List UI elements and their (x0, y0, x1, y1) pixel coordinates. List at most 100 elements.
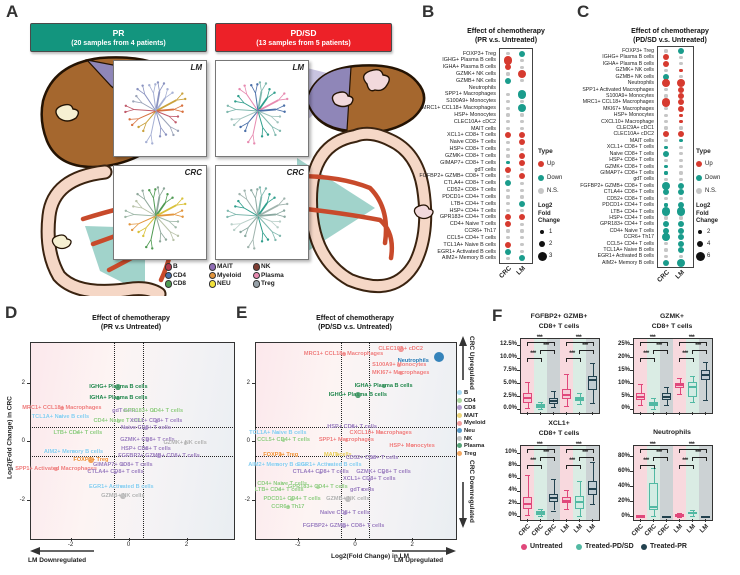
panelF-xtick (704, 519, 706, 522)
panelF-sig-bracket (578, 456, 594, 461)
panelF-sig-stars: *** (656, 343, 662, 349)
panelC-dot-crc (664, 49, 668, 53)
panelB-dot-crc (505, 132, 511, 139)
panelF-whisker-cap (538, 401, 543, 403)
panelC-dot-lm (679, 216, 683, 220)
panelE-point-label: FOXP3+ Treg (263, 451, 299, 458)
panelF-whisker-cap (651, 515, 656, 517)
panelC-row-label: MRC1+ CCL18+ Macrophages (582, 99, 654, 106)
panelC-row-label: GZMK+ NK cells (615, 67, 654, 74)
panelF-whisker-cap (690, 516, 695, 518)
panelB-dot-lm (520, 65, 524, 69)
panelF-whisker-cap (525, 382, 530, 384)
panelC-row-label: CD4+ Naive T cells (609, 227, 654, 234)
shared-xlabel: Log2(Fold Change) in LM (331, 553, 409, 560)
panelF-median (662, 515, 671, 518)
panelC-legend-type-title: Type (696, 148, 711, 155)
panelB-dot-lm (520, 236, 524, 240)
panelF-legend-swatch-2 (641, 543, 647, 550)
panelC-dot-lm (678, 48, 684, 54)
panelF-ytick-label: 0% (621, 405, 630, 412)
panelE-point-label: CD52+ CD8+ T cells (345, 454, 399, 461)
panelF-sig-stars: *** (582, 450, 588, 456)
panelE-legend-label-Neu: Neu (464, 428, 475, 434)
panelF-whisker-cap (590, 461, 595, 463)
panelF-xtick (678, 412, 680, 415)
panelF-sig-bracket (565, 464, 581, 469)
panelC-dot-lm (679, 139, 683, 143)
panelB-dot-crc (506, 195, 510, 199)
celltype-legend-label-MAIT: MAIT (217, 263, 233, 270)
panelC-legend-size-swatch (696, 240, 704, 248)
panelC-dot-crc (664, 87, 668, 92)
panelC-legend-type-label: Up (705, 161, 713, 167)
anatomy-illustration-pdsd (295, 64, 434, 294)
panelE-point (370, 455, 374, 460)
phylo-tree-pdsd-crc (226, 186, 289, 250)
panelF-xtick (691, 519, 693, 522)
panelF-ytick-label: 12.5% (499, 341, 517, 348)
panelF-median (675, 514, 684, 517)
panelF-median (675, 384, 684, 387)
panelC-row-label: CLEC10A+ cDC2 (613, 131, 654, 138)
panelF-whisker-cap (538, 516, 543, 518)
panelD-point (144, 426, 148, 430)
panelE-point-label: HSP+ Monocytes (389, 442, 435, 449)
panelC-row-label: S100A9+ Monocytes (605, 92, 654, 99)
panelC-legend-type-swatch (696, 161, 702, 167)
panelE-legend-label-CD8: CD8 (464, 405, 476, 412)
panelF-xtick (652, 519, 654, 522)
tree-inset-label: CRC (286, 168, 304, 177)
panelB-legend-size-label: 1 (549, 229, 553, 235)
panelF-xtick (526, 412, 528, 415)
panelE-guide-h (255, 456, 455, 458)
panelC-dot-lm (679, 75, 683, 79)
panelE-point-label: CCL5+ CD4+ T cells (257, 437, 310, 443)
panelC-dot-lm (678, 86, 684, 93)
celltype-legend-swatch-B (164, 263, 173, 271)
crc-upregulated-label: CRC Upregulated (468, 336, 475, 390)
panelF-ytick (630, 486, 633, 488)
panelF-plot-title: CD8+ T cells (651, 323, 693, 330)
panelE-ytick-label: 0 (246, 438, 250, 445)
panelB-dot-lm (519, 214, 525, 221)
panelF-ytick (630, 516, 633, 517)
panelF-whisker-cap (577, 403, 582, 405)
panelF-sig-stars: *** (575, 442, 582, 448)
panelF-median (562, 394, 571, 396)
panelD-ytick (27, 441, 30, 443)
panelC-dot-lm (679, 177, 683, 181)
panelF-box (523, 496, 532, 510)
panelE-point (398, 370, 403, 375)
panelB-dot-crc (506, 72, 510, 76)
panelF-whisker-cap (690, 509, 695, 511)
celltype-legend-label-Treg: Treg (261, 280, 275, 288)
panelF-sig-stars: *** (582, 343, 588, 349)
panelC-dot-crc (664, 139, 668, 143)
panelC-dot-crc (664, 68, 668, 72)
panelF-ytick (517, 465, 520, 467)
panelF-ytick (630, 456, 633, 458)
panelF-sig-stars: *** (575, 335, 582, 341)
panelF-xtick (578, 519, 580, 522)
group-header-pr: PR (20 samples from 4 patients) (30, 23, 207, 52)
panelC-legend-size-title: Change (696, 218, 719, 224)
panel-d-title-line2: (PR v.s Untreated) (100, 323, 162, 331)
panelF-whisker-cap (525, 408, 530, 410)
panelE-point (434, 351, 445, 362)
panelC-legend-type-swatch (696, 188, 702, 194)
panelC-dot-lm (676, 78, 686, 88)
panelF-whisker-cap (590, 402, 595, 404)
panelD-guide-h (30, 426, 233, 428)
panelB-row-label: IGHA+ Plasma B cells (442, 64, 496, 71)
panelF-median (549, 496, 558, 499)
panelE-point-label: MAIT cells (324, 451, 352, 458)
panel-d-label: D (5, 303, 18, 322)
panelD-point-label: SPP1+ Activated Macrophages (15, 466, 97, 473)
panelD-point-label: GZMB+ NK cells (101, 492, 145, 499)
panelC-dot-crc (663, 221, 669, 228)
panelF-whisker-cap (564, 405, 569, 407)
panelF-plot-title: FGFBP2+ GZMB+ (530, 313, 588, 320)
panelF-median (701, 515, 710, 518)
panelD-point (144, 447, 148, 451)
